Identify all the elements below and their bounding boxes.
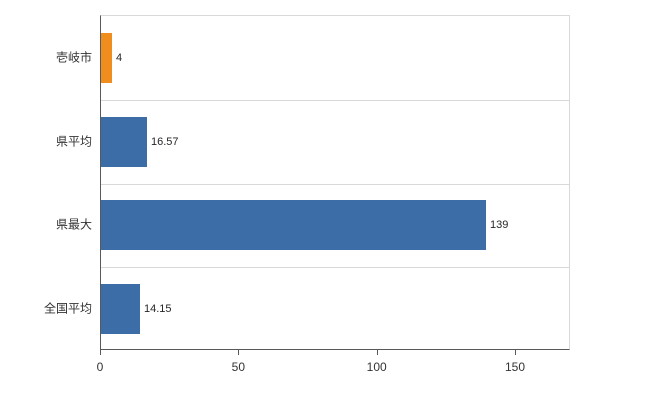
category-label: 県平均 — [55, 134, 92, 149]
gridline — [101, 99, 569, 101]
gridline — [101, 267, 569, 269]
category-label: 全国平均 — [43, 301, 92, 316]
value-label: 16.57 — [151, 135, 179, 148]
value-label: 4 — [116, 51, 123, 64]
bar-全国平均 — [101, 284, 140, 335]
tick-label: 50 — [231, 360, 246, 374]
bar-壱岐市 — [101, 32, 112, 83]
tick-mark — [376, 350, 378, 355]
bar-県最大 — [101, 200, 486, 251]
tick-label: 100 — [366, 360, 387, 374]
gridline — [101, 183, 569, 185]
tick-label: 0 — [96, 360, 104, 374]
category-label: 壱岐市 — [55, 50, 92, 65]
category-label: 県最大 — [55, 217, 92, 232]
value-label: 139 — [490, 219, 509, 232]
tick-mark — [100, 350, 101, 355]
plot-area: 4 16.57 139 14.15 — [100, 15, 570, 350]
bar-県平均 — [101, 116, 147, 167]
tick-mark — [238, 350, 240, 355]
value-label: 14.15 — [144, 303, 172, 316]
tick-mark — [515, 350, 516, 355]
tick-label: 150 — [504, 360, 526, 374]
